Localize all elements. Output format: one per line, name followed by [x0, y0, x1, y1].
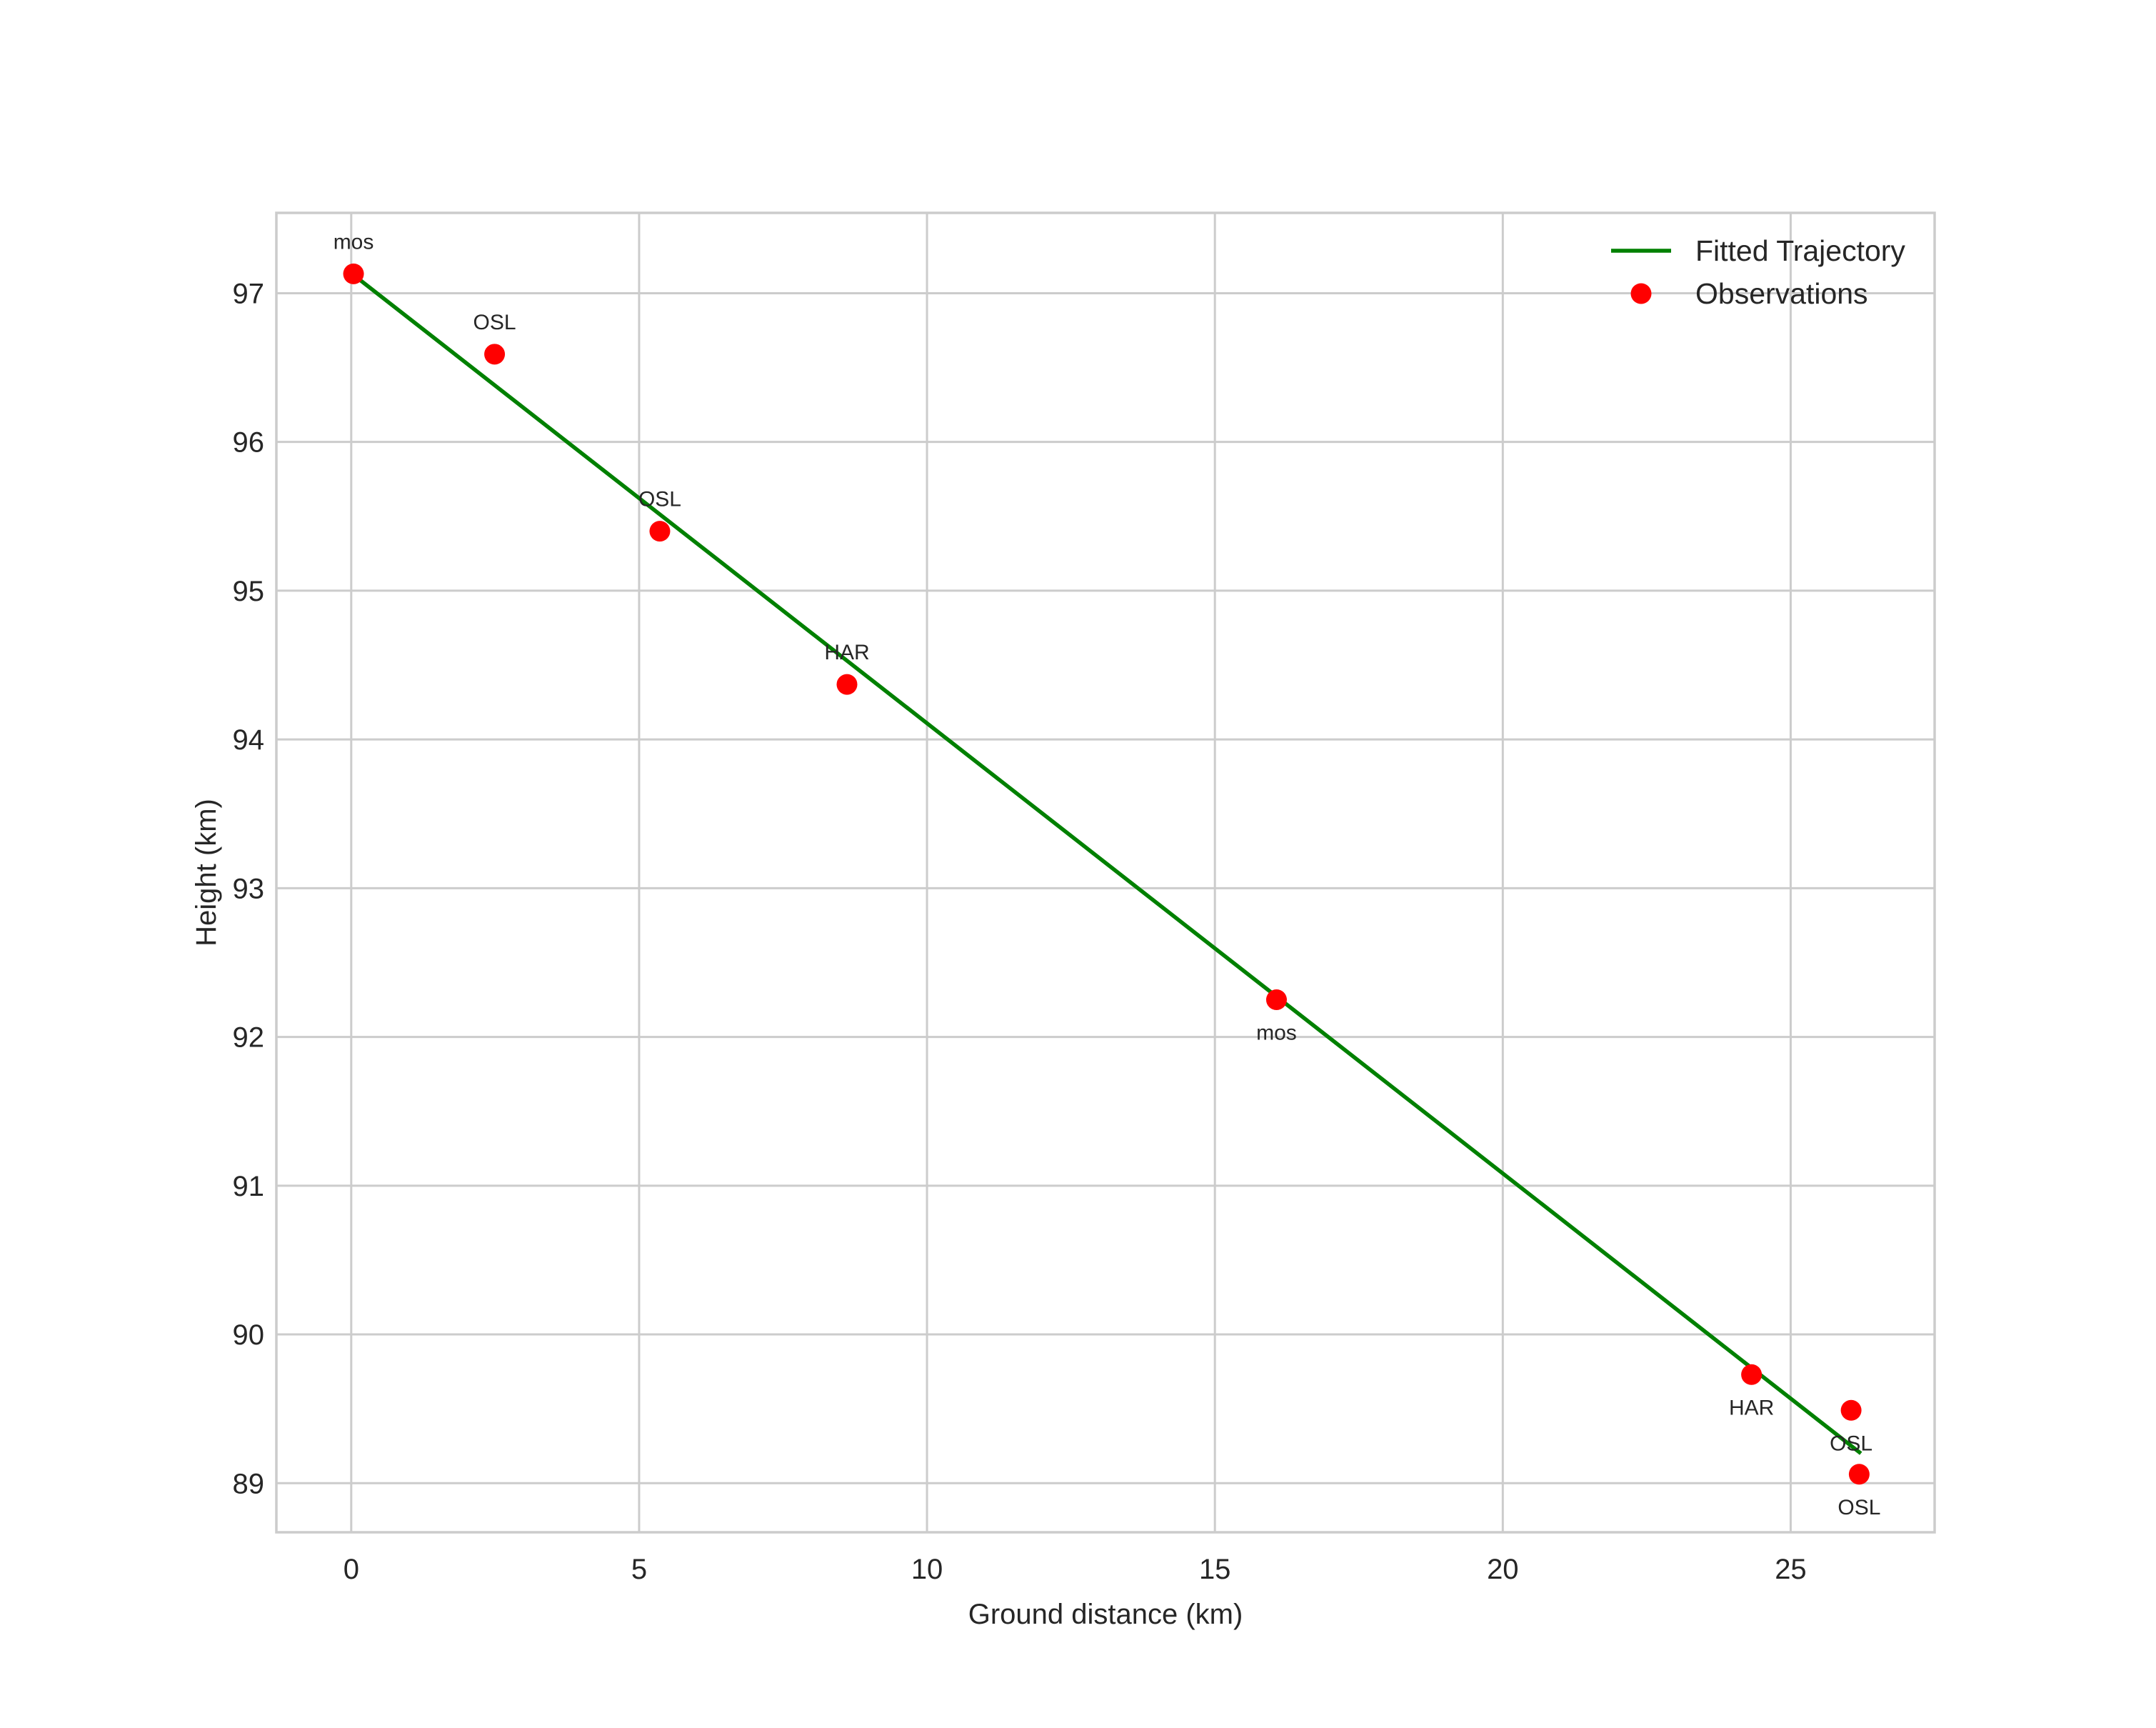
- y-tick-label: 91: [233, 1171, 265, 1202]
- y-tick-label: 95: [233, 576, 265, 607]
- x-tick-label: 5: [631, 1554, 647, 1585]
- x-tick-label: 10: [911, 1554, 943, 1585]
- station-label: OSL: [1830, 1432, 1872, 1455]
- y-gridlines: [276, 291, 1935, 1484]
- y-tick-label: 90: [233, 1319, 265, 1351]
- x-tick-label: 20: [1487, 1554, 1519, 1585]
- observation-point: [1840, 1399, 1862, 1421]
- legend-label: Observations: [1695, 277, 1868, 310]
- axes-frame: [275, 211, 1936, 1534]
- observation-point: [836, 674, 858, 695]
- x-axis-ticks: 0 5 10 15 20 25: [344, 1554, 1807, 1585]
- legend-item-observations: Observations: [1630, 277, 1868, 310]
- y-tick-label: 97: [233, 278, 265, 309]
- x-tick-label: 0: [344, 1554, 359, 1585]
- legend-label: Fitted Trajectory: [1695, 234, 1905, 267]
- station-label: mos: [1256, 1022, 1297, 1045]
- y-tick-label: 94: [233, 724, 265, 756]
- observation-point: [649, 521, 671, 542]
- x-tick-label: 15: [1199, 1554, 1231, 1585]
- station-label: OSL: [1837, 1496, 1880, 1519]
- y-tick-label: 92: [233, 1022, 265, 1054]
- station-label: mos: [334, 230, 374, 254]
- station-label: HAR: [1729, 1396, 1774, 1419]
- station-label: HAR: [824, 641, 869, 664]
- fitted-trajectory-line: [353, 274, 1862, 1455]
- legend-marker-icon: [1630, 283, 1652, 304]
- plot-area: mos OSL OSL HAR mos HAR OSL OSL: [275, 211, 1936, 1534]
- y-tick-label: 93: [233, 873, 265, 904]
- y-tick-label: 89: [233, 1468, 265, 1499]
- station-label: OSL: [473, 311, 516, 334]
- observation-markers: [343, 263, 1870, 1485]
- y-tick-label: 96: [233, 427, 265, 459]
- station-annotations: mos OSL OSL HAR mos HAR OSL OSL: [334, 230, 1881, 1519]
- y-axis-ticks: 89 90 91 92 93 94 95 96 97: [233, 278, 265, 1499]
- trajectory-path: [353, 274, 1862, 1455]
- legend-item-fitted-trajectory: Fitted Trajectory: [1611, 234, 1905, 267]
- observation-point: [1848, 1464, 1870, 1485]
- observation-point: [484, 344, 506, 365]
- x-tick-label: 25: [1775, 1554, 1807, 1585]
- y-axis-label: Height (km): [191, 799, 222, 947]
- legend: Fitted Trajectory Observations: [1611, 234, 1905, 310]
- x-gridlines: [350, 213, 1792, 1532]
- observation-point: [343, 263, 364, 284]
- observation-point: [1741, 1364, 1763, 1385]
- station-label: OSL: [638, 488, 681, 511]
- x-axis-label: Ground distance (km): [968, 1599, 1243, 1630]
- observation-point: [1265, 989, 1287, 1011]
